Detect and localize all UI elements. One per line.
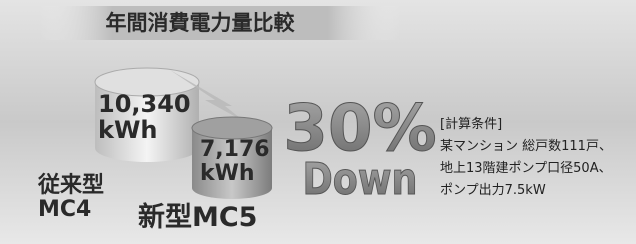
title: 年間消費電力量比較 (106, 11, 296, 35)
condition: 某マンション 総戸数111戸、 (440, 139, 612, 154)
value: 10,340 (98, 90, 191, 118)
value: 7,176 (200, 137, 270, 162)
item-name: 従来型 (37, 172, 104, 198)
condition: ポンプ出力7.5kW (440, 183, 546, 198)
unit: kWh (200, 161, 255, 186)
reduction-word: Down (303, 154, 418, 205)
infographic: 年間消費電力量比較 10,340 kWh 7,176 kWh 従来型 MC4 新… (0, 0, 636, 244)
item-name: 新型MC5 (138, 201, 257, 233)
cylinder-top (192, 117, 272, 139)
condition: 地上13階建ポンプ口径50A、 (440, 161, 612, 176)
unit: kWh (98, 116, 158, 144)
conditions-heading: [計算条件] (440, 116, 502, 132)
item-name: MC4 (38, 197, 91, 222)
